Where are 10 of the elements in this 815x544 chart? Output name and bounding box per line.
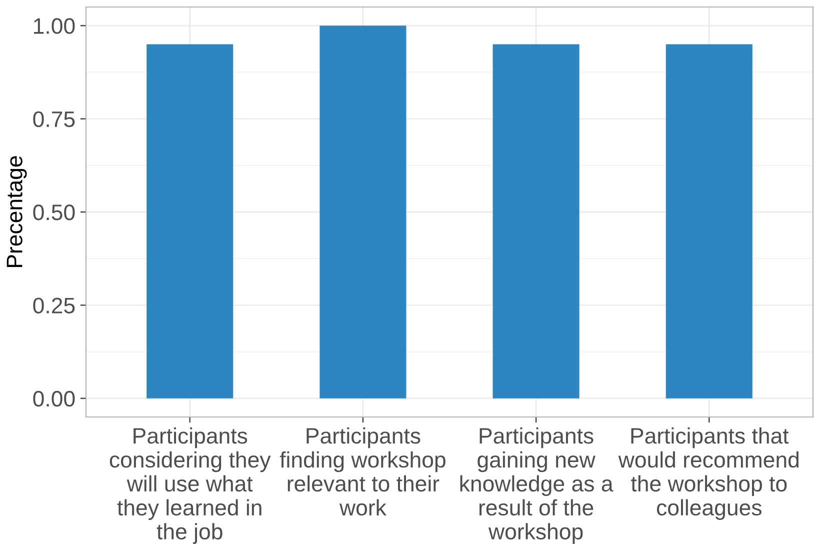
y-tick-label: 1.00 <box>34 18 75 34</box>
y-tick-label: 0.50 <box>33 204 75 220</box>
x-tick-label: Participants gaining new knowledge as a result of the workshop <box>460 427 614 544</box>
x-tick-label: Participants finding workshop relevant to their work <box>280 427 446 516</box>
x-tick-label: Participants that would recommend the workshop to colleagues <box>618 427 798 520</box>
y-tick-label: 0.25 <box>33 298 75 314</box>
y-tick-label: 0.00 <box>33 390 75 407</box>
x-tick-label: Participants considering they will use what they learned in the job <box>110 427 271 544</box>
y-tick-label: 0.75 <box>33 111 75 128</box>
y-axis-title: Precentage <box>6 156 27 268</box>
